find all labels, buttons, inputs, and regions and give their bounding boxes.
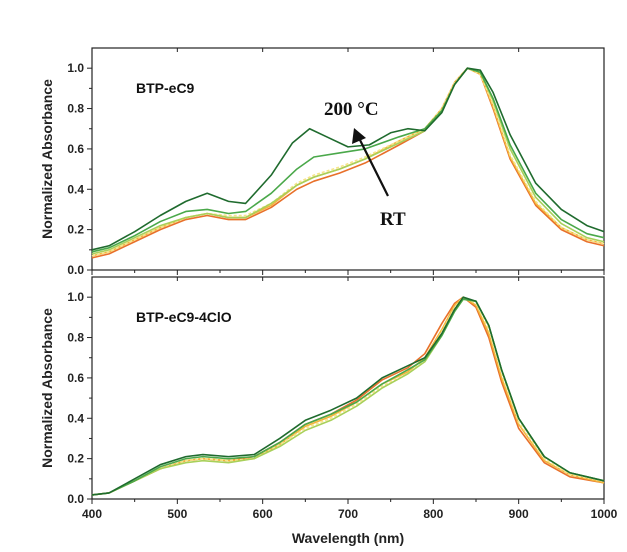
x-ticks-bottom: 400 500 600 700 800 900 1000 bbox=[82, 277, 618, 521]
y-tick-label: 0.4 bbox=[67, 182, 84, 196]
panel-btp-ec9: 0.0 0.2 0.4 0.6 0.8 1.0 BTP-eC9 200 °C RT Nor… bbox=[39, 47, 605, 277]
annotation-rt: RT bbox=[380, 209, 406, 230]
annotation-200c: 200 °C bbox=[324, 99, 379, 120]
y-tick-label: 0.2 bbox=[67, 452, 84, 466]
series-line-t4 bbox=[91, 67, 605, 255]
arrow-shaft bbox=[358, 137, 389, 197]
panel-title-bottom: BTP-eC9-4ClO bbox=[136, 309, 232, 325]
y-tick-label: 1.0 bbox=[67, 61, 84, 75]
y-axis-title-bottom: Normalized Absorbance bbox=[39, 308, 55, 468]
x-ticks-top bbox=[91, 48, 605, 275]
series-line-t3 bbox=[91, 67, 605, 257]
series-line-200c bbox=[91, 67, 605, 251]
series-line-t3 bbox=[91, 296, 605, 496]
y-tick-label: 0.6 bbox=[67, 142, 84, 156]
arrow-head bbox=[352, 128, 366, 144]
y-ticks-bottom: 0.0 0.2 0.4 0.6 0.8 1.0 bbox=[67, 290, 92, 506]
y-tick-label: 0.2 bbox=[67, 223, 84, 237]
series-line-rt bbox=[91, 67, 605, 259]
x-tick-label: 800 bbox=[423, 507, 443, 521]
series-line-200c bbox=[91, 296, 605, 496]
series-line-t2 bbox=[91, 67, 605, 257]
y-axis-title-top: Normalized Absorbance bbox=[39, 79, 55, 239]
y-tick-label: 0.0 bbox=[67, 263, 84, 277]
y-tick-label: 0.4 bbox=[67, 411, 84, 425]
x-tick-label: 600 bbox=[253, 507, 273, 521]
x-tick-label: 900 bbox=[509, 507, 529, 521]
x-tick-label: 700 bbox=[338, 507, 358, 521]
panel-btp-ec9-4clo: 0.0 0.2 0.4 0.6 0.8 1.0 400 500 600 700 800 900 100… bbox=[39, 276, 618, 546]
panel-title-top: BTP-eC9 bbox=[136, 80, 195, 96]
y-tick-label: 0.8 bbox=[67, 331, 84, 345]
y-tick-label: 0.0 bbox=[67, 492, 84, 506]
y-tick-label: 1.0 bbox=[67, 290, 84, 304]
y-tick-label: 0.8 bbox=[67, 102, 84, 116]
x-tick-label: 400 bbox=[82, 507, 102, 521]
y-ticks-top: 0.0 0.2 0.4 0.6 0.8 1.0 bbox=[67, 61, 92, 277]
series-group-bottom bbox=[91, 296, 605, 496]
y-tick-label: 0.6 bbox=[67, 371, 84, 385]
series-group-top bbox=[91, 67, 605, 259]
x-tick-label: 500 bbox=[167, 507, 187, 521]
x-tick-label: 1000 bbox=[591, 507, 618, 521]
x-axis-title: Wavelength (nm) bbox=[292, 530, 404, 546]
